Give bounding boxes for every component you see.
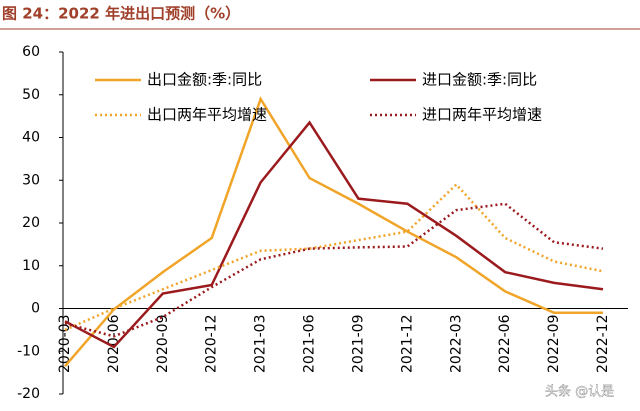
watermark: 头条 @认是 bbox=[545, 384, 614, 400]
x-tick-label: 2020-03 bbox=[57, 315, 73, 374]
x-tick-label: 2021-03 bbox=[253, 315, 269, 374]
y-tick-label: 20 bbox=[22, 215, 40, 231]
series-line bbox=[64, 202, 604, 338]
legend-label: 出口金额:季:同比 bbox=[147, 71, 262, 89]
y-tick-label: 60 bbox=[22, 44, 40, 60]
y-tick-label: 10 bbox=[22, 258, 40, 274]
y-tick-label: 30 bbox=[22, 172, 40, 188]
x-tick-label: 2022-03 bbox=[448, 315, 464, 374]
x-tick-label: 2022-09 bbox=[546, 315, 562, 374]
legend-label: 出口两年平均增速 bbox=[147, 106, 267, 124]
chart-title: 图 24：2022 年进出口预测（%） bbox=[2, 5, 240, 23]
legend-label: 进口金额:季:同比 bbox=[422, 71, 537, 89]
y-tick-label: 50 bbox=[22, 87, 40, 103]
x-tick-label: 2021-06 bbox=[302, 314, 318, 373]
x-tick-label: 2020-12 bbox=[204, 315, 220, 374]
y-tick-label: 40 bbox=[22, 130, 40, 146]
x-tick-label: 2020-09 bbox=[155, 315, 171, 374]
x-tick-label: 2021-09 bbox=[350, 315, 366, 374]
series-line bbox=[64, 120, 604, 349]
y-tick-label: -20 bbox=[17, 386, 40, 402]
legend-label: 进口两年平均增速 bbox=[422, 106, 542, 124]
series-line bbox=[64, 96, 603, 368]
y-tick-label: 0 bbox=[31, 301, 40, 317]
y-tick-label: -10 bbox=[17, 343, 40, 359]
x-tick-label: 2022-12 bbox=[595, 315, 611, 374]
x-tick-label: 2020-06 bbox=[106, 314, 122, 373]
x-tick-label: 2022-06 bbox=[497, 314, 513, 373]
x-tick-label: 2021-12 bbox=[399, 315, 415, 374]
